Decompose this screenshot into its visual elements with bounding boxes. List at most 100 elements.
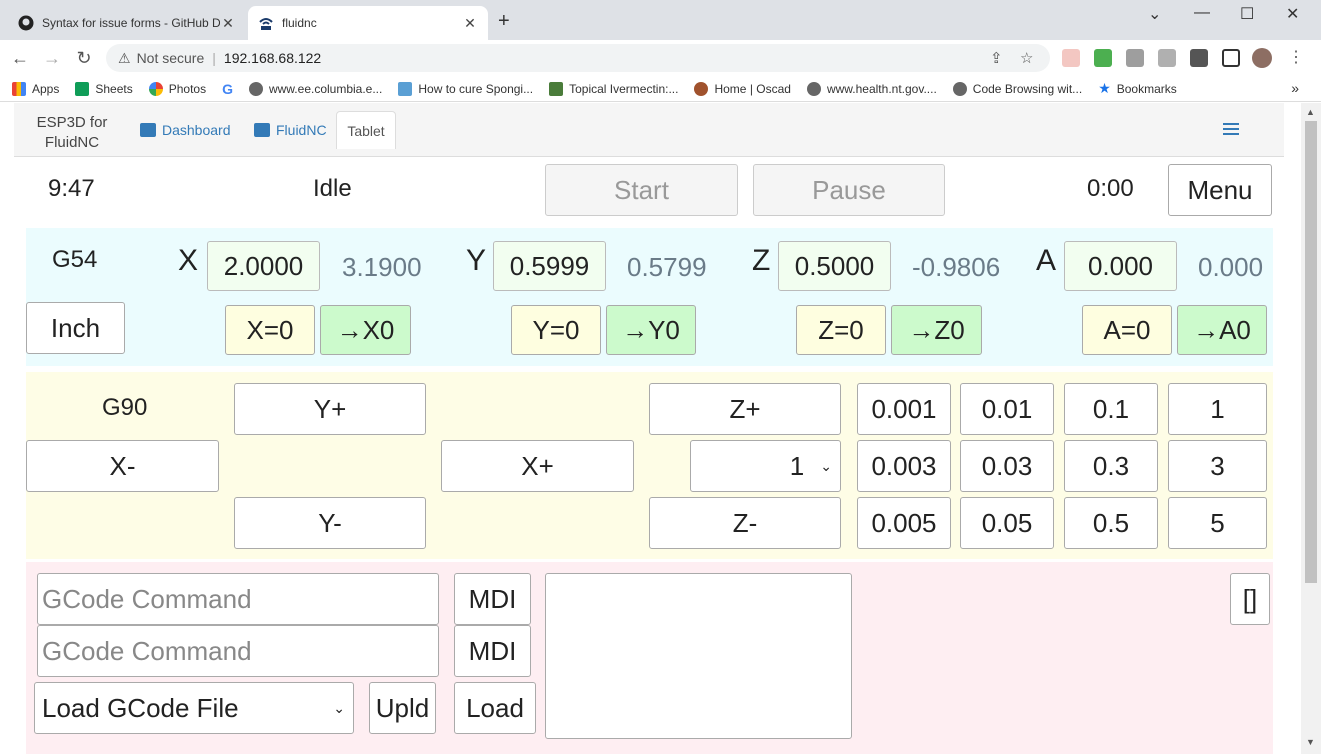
globe-icon — [248, 81, 263, 96]
jog-x-plus-button[interactable]: X+ — [441, 440, 634, 492]
bookmark-item[interactable]: Sheets — [75, 81, 133, 96]
chevron-right-icon[interactable]: » — [1291, 80, 1299, 96]
minimize-icon[interactable]: — — [1194, 4, 1210, 21]
bookmark-item[interactable]: G — [222, 81, 233, 97]
bookmark-item[interactable]: www.ee.columbia.e... — [248, 81, 382, 96]
puzzle-icon[interactable] — [1190, 49, 1208, 67]
address-bar[interactable]: ⚠ Not secure | 192.168.68.122 ⇪ ☆ — [106, 44, 1050, 72]
hamburger-menu-icon[interactable] — [1223, 123, 1239, 137]
jog-y-plus-button[interactable]: Y+ — [234, 383, 426, 435]
extension-icon[interactable] — [1158, 49, 1176, 67]
units-toggle-button[interactable]: Inch — [26, 302, 125, 354]
pause-button[interactable]: Pause — [753, 164, 945, 216]
axis-letter-x: X — [178, 244, 199, 277]
upload-button[interactable]: Upld — [369, 682, 436, 734]
extension-icon[interactable] — [1094, 49, 1112, 67]
bookmark-item[interactable]: www.health.nt.gov.... — [806, 81, 937, 96]
back-arrow-icon[interactable]: ← — [11, 48, 29, 68]
bookmark-item[interactable]: Code Browsing wit... — [952, 81, 1082, 96]
tab-fluidnc[interactable]: FluidNC — [248, 111, 333, 149]
jog-z-minus-button[interactable]: Z- — [649, 497, 841, 549]
app-header: ESP3D for FluidNC Dashboard FluidNC Tabl… — [14, 103, 1284, 157]
scroll-up-icon[interactable]: ▲ — [1306, 107, 1315, 117]
increment-button[interactable]: 3 — [1168, 440, 1267, 492]
globe-icon — [806, 81, 821, 96]
scroll-down-icon[interactable]: ▼ — [1306, 737, 1315, 747]
zero-x-button[interactable]: X=0 — [225, 305, 315, 355]
bookmark-label: How to cure Spongi... — [418, 81, 534, 96]
increment-button[interactable]: 0.05 — [960, 497, 1054, 549]
y-work-position[interactable]: 0.5999 — [493, 241, 606, 291]
increment-button[interactable]: 0.01 — [960, 383, 1054, 435]
bookmark-label: Topical Ivermectin:... — [569, 81, 679, 96]
bookmark-item[interactable]: ★ Bookmarks — [1098, 80, 1177, 97]
jog-z-plus-button[interactable]: Z+ — [649, 383, 841, 435]
load-button[interactable]: Load — [454, 682, 536, 734]
jog-x-minus-button[interactable]: X- — [26, 440, 219, 492]
avatar[interactable] — [1252, 48, 1272, 68]
forward-arrow-icon[interactable]: → — [43, 48, 61, 68]
maximize-icon[interactable]: ☐ — [1240, 6, 1255, 23]
zero-y-button[interactable]: Y=0 — [511, 305, 601, 355]
new-tab-plus-icon[interactable]: + — [498, 10, 510, 32]
window-close-icon[interactable]: ✕ — [1286, 6, 1300, 23]
clock-time: 9:47 — [48, 175, 95, 202]
page-scrollbar[interactable]: ▲ ▼ — [1301, 103, 1321, 754]
close-icon[interactable]: ✕ — [464, 14, 476, 31]
increment-button[interactable]: 0.003 — [857, 440, 951, 492]
kebab-menu-icon[interactable]: ⋮ — [1288, 49, 1304, 66]
zero-z-button[interactable]: Z=0 — [796, 305, 886, 355]
menu-button[interactable]: Menu — [1168, 164, 1272, 216]
increment-button[interactable]: 0.03 — [960, 440, 1054, 492]
mdi-button[interactable]: MDI — [454, 625, 531, 677]
increment-button[interactable]: 1 — [1168, 383, 1267, 435]
close-icon[interactable]: ✕ — [222, 14, 234, 31]
increment-button[interactable]: 0.001 — [857, 383, 951, 435]
start-button[interactable]: Start — [545, 164, 738, 216]
goto-z0-button[interactable]: →Z0 — [891, 305, 982, 355]
z-work-position[interactable]: 0.5000 — [778, 241, 891, 291]
extension-icon[interactable] — [1062, 49, 1080, 67]
tab-dashboard[interactable]: Dashboard — [134, 111, 237, 149]
bookmark-label: Home | Oscad — [714, 81, 791, 96]
extension-icon[interactable] — [1126, 49, 1144, 67]
increment-button[interactable]: 5 — [1168, 497, 1267, 549]
bookmark-item[interactable]: Home | Oscad — [694, 81, 791, 96]
photos-icon — [148, 81, 163, 96]
browser-tab-github[interactable]: Syntax for issue forms - GitHub D ✕ — [8, 6, 246, 40]
scroll-thumb[interactable] — [1305, 121, 1317, 583]
a-work-position[interactable]: 0.000 — [1064, 241, 1177, 291]
goto-y0-button[interactable]: →Y0 — [606, 305, 696, 355]
zero-a-button[interactable]: A=0 — [1082, 305, 1172, 355]
increment-button[interactable]: 0.5 — [1064, 497, 1158, 549]
goto-x0-button[interactable]: →X0 — [320, 305, 411, 355]
gcode-command-input[interactable]: GCode Command — [37, 625, 439, 677]
x-work-position[interactable]: 2.0000 — [207, 241, 320, 291]
share-icon[interactable]: ⇪ — [990, 50, 1003, 67]
star-icon[interactable]: ☆ — [1020, 50, 1034, 67]
jog-y-minus-button[interactable]: Y- — [234, 497, 426, 549]
mdi-button[interactable]: MDI — [454, 573, 531, 625]
bookmark-item[interactable]: Photos — [148, 81, 206, 96]
bookmark-item[interactable]: Apps — [12, 81, 59, 96]
goto-a0-button[interactable]: →A0 — [1177, 305, 1267, 355]
browser-tab-fluidnc[interactable]: fluidnc ✕ — [248, 6, 488, 40]
increment-button[interactable]: 0.3 — [1064, 440, 1158, 492]
ivermectin-icon — [549, 81, 564, 96]
increment-button[interactable]: 0.005 — [857, 497, 951, 549]
sidepanel-icon[interactable] — [1222, 49, 1240, 67]
bookmark-item[interactable]: How to cure Spongi... — [398, 81, 534, 96]
x-machine-position: 3.1900 — [342, 252, 422, 282]
tab-tablet[interactable]: Tablet — [336, 111, 396, 149]
gcode-file-select[interactable]: Load GCode File ⌄ — [34, 682, 354, 734]
expand-button[interactable]: [] — [1230, 573, 1270, 625]
message-log[interactable] — [545, 573, 852, 739]
gcode-command-input[interactable]: GCode Command — [37, 573, 439, 625]
bookmark-item[interactable]: Topical Ivermectin:... — [549, 81, 679, 96]
increment-button[interactable]: 0.1 — [1064, 383, 1158, 435]
axis-letter-z: Z — [752, 244, 771, 277]
z-step-select[interactable]: 1 ⌄ — [690, 440, 841, 492]
reload-icon[interactable]: ↻ — [76, 48, 92, 68]
chevron-down-icon[interactable]: ⌄ — [1148, 6, 1162, 23]
brand-line: ESP3D for — [36, 114, 108, 131]
